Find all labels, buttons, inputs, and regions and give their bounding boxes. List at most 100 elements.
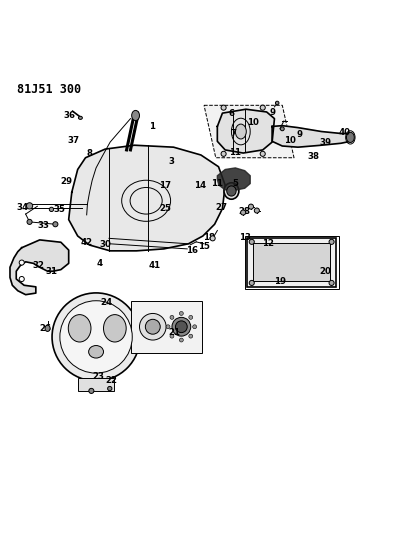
Text: 14: 14 <box>194 181 206 190</box>
Text: 30: 30 <box>99 240 111 249</box>
Text: 16: 16 <box>186 246 198 255</box>
Bar <box>253 244 330 281</box>
Ellipse shape <box>60 301 132 373</box>
Ellipse shape <box>104 314 126 342</box>
Text: 9: 9 <box>297 130 303 139</box>
Ellipse shape <box>170 334 174 338</box>
Text: 24: 24 <box>100 298 112 307</box>
Ellipse shape <box>221 105 226 110</box>
Text: 13: 13 <box>239 233 251 241</box>
Ellipse shape <box>346 132 354 142</box>
Text: 33: 33 <box>38 221 50 230</box>
Text: 81J51 300: 81J51 300 <box>17 83 81 96</box>
Text: 5: 5 <box>232 179 238 188</box>
Text: 40: 40 <box>339 128 351 137</box>
Ellipse shape <box>108 386 112 391</box>
Ellipse shape <box>260 105 265 110</box>
Ellipse shape <box>249 239 254 245</box>
Ellipse shape <box>27 220 32 224</box>
Text: 35: 35 <box>53 205 65 214</box>
Text: 20: 20 <box>320 266 331 276</box>
Text: 34: 34 <box>17 203 29 212</box>
Ellipse shape <box>145 319 160 334</box>
Text: 6: 6 <box>229 109 234 118</box>
Polygon shape <box>204 106 294 158</box>
Text: 21: 21 <box>168 328 180 337</box>
Bar <box>131 301 203 353</box>
Ellipse shape <box>241 210 246 215</box>
Text: 11: 11 <box>229 148 242 157</box>
Text: 3: 3 <box>169 157 175 166</box>
Text: 9: 9 <box>269 108 275 117</box>
Ellipse shape <box>26 203 33 209</box>
Bar <box>247 238 336 287</box>
Ellipse shape <box>249 204 253 209</box>
Text: 8: 8 <box>86 149 93 158</box>
Bar <box>245 236 338 289</box>
Text: 29: 29 <box>60 177 72 185</box>
Text: 12: 12 <box>262 239 274 248</box>
Ellipse shape <box>175 321 187 333</box>
Ellipse shape <box>280 127 284 131</box>
Text: 11: 11 <box>211 179 223 188</box>
Polygon shape <box>69 145 225 251</box>
Ellipse shape <box>189 316 193 319</box>
Text: 31: 31 <box>45 266 58 276</box>
Text: 27: 27 <box>215 203 227 212</box>
Ellipse shape <box>89 345 104 358</box>
Ellipse shape <box>179 311 183 316</box>
Text: 25: 25 <box>159 204 171 213</box>
Ellipse shape <box>132 110 139 120</box>
Ellipse shape <box>170 316 174 319</box>
Ellipse shape <box>224 183 239 199</box>
Polygon shape <box>217 109 275 153</box>
Ellipse shape <box>52 293 140 381</box>
Ellipse shape <box>260 151 265 156</box>
Ellipse shape <box>249 280 254 286</box>
Text: 36: 36 <box>64 111 76 120</box>
Ellipse shape <box>329 280 334 286</box>
Text: 7: 7 <box>230 129 236 138</box>
Text: 42: 42 <box>81 238 93 247</box>
Text: 28: 28 <box>239 207 251 216</box>
Polygon shape <box>217 168 250 190</box>
Text: 41: 41 <box>149 261 161 270</box>
Polygon shape <box>272 126 350 147</box>
Polygon shape <box>10 240 69 295</box>
Text: 18: 18 <box>204 233 216 241</box>
Text: 32: 32 <box>33 261 45 270</box>
Ellipse shape <box>166 325 170 329</box>
Text: 17: 17 <box>159 181 171 190</box>
Ellipse shape <box>179 338 183 342</box>
Ellipse shape <box>235 124 246 139</box>
Ellipse shape <box>189 334 193 338</box>
Ellipse shape <box>139 313 166 340</box>
Ellipse shape <box>329 239 334 245</box>
Ellipse shape <box>172 317 191 336</box>
Ellipse shape <box>49 207 54 212</box>
Ellipse shape <box>89 389 94 393</box>
Ellipse shape <box>275 101 279 104</box>
Ellipse shape <box>19 277 24 281</box>
Text: 23: 23 <box>93 373 104 381</box>
Ellipse shape <box>19 260 24 265</box>
Text: 37: 37 <box>68 136 80 145</box>
Text: 26: 26 <box>39 324 51 333</box>
Ellipse shape <box>68 314 91 342</box>
Text: 1: 1 <box>149 122 155 131</box>
Ellipse shape <box>193 325 197 329</box>
Text: 10: 10 <box>247 118 258 127</box>
Ellipse shape <box>227 186 236 196</box>
Ellipse shape <box>53 222 58 227</box>
Text: 39: 39 <box>319 138 331 147</box>
Text: 4: 4 <box>97 259 103 268</box>
Text: 10: 10 <box>284 136 296 145</box>
Text: 38: 38 <box>308 152 320 160</box>
Ellipse shape <box>221 151 226 156</box>
Text: 19: 19 <box>274 277 286 286</box>
Ellipse shape <box>78 116 82 119</box>
Ellipse shape <box>254 208 259 213</box>
Bar <box>78 378 114 391</box>
Text: 2: 2 <box>133 111 139 120</box>
Ellipse shape <box>45 325 50 332</box>
